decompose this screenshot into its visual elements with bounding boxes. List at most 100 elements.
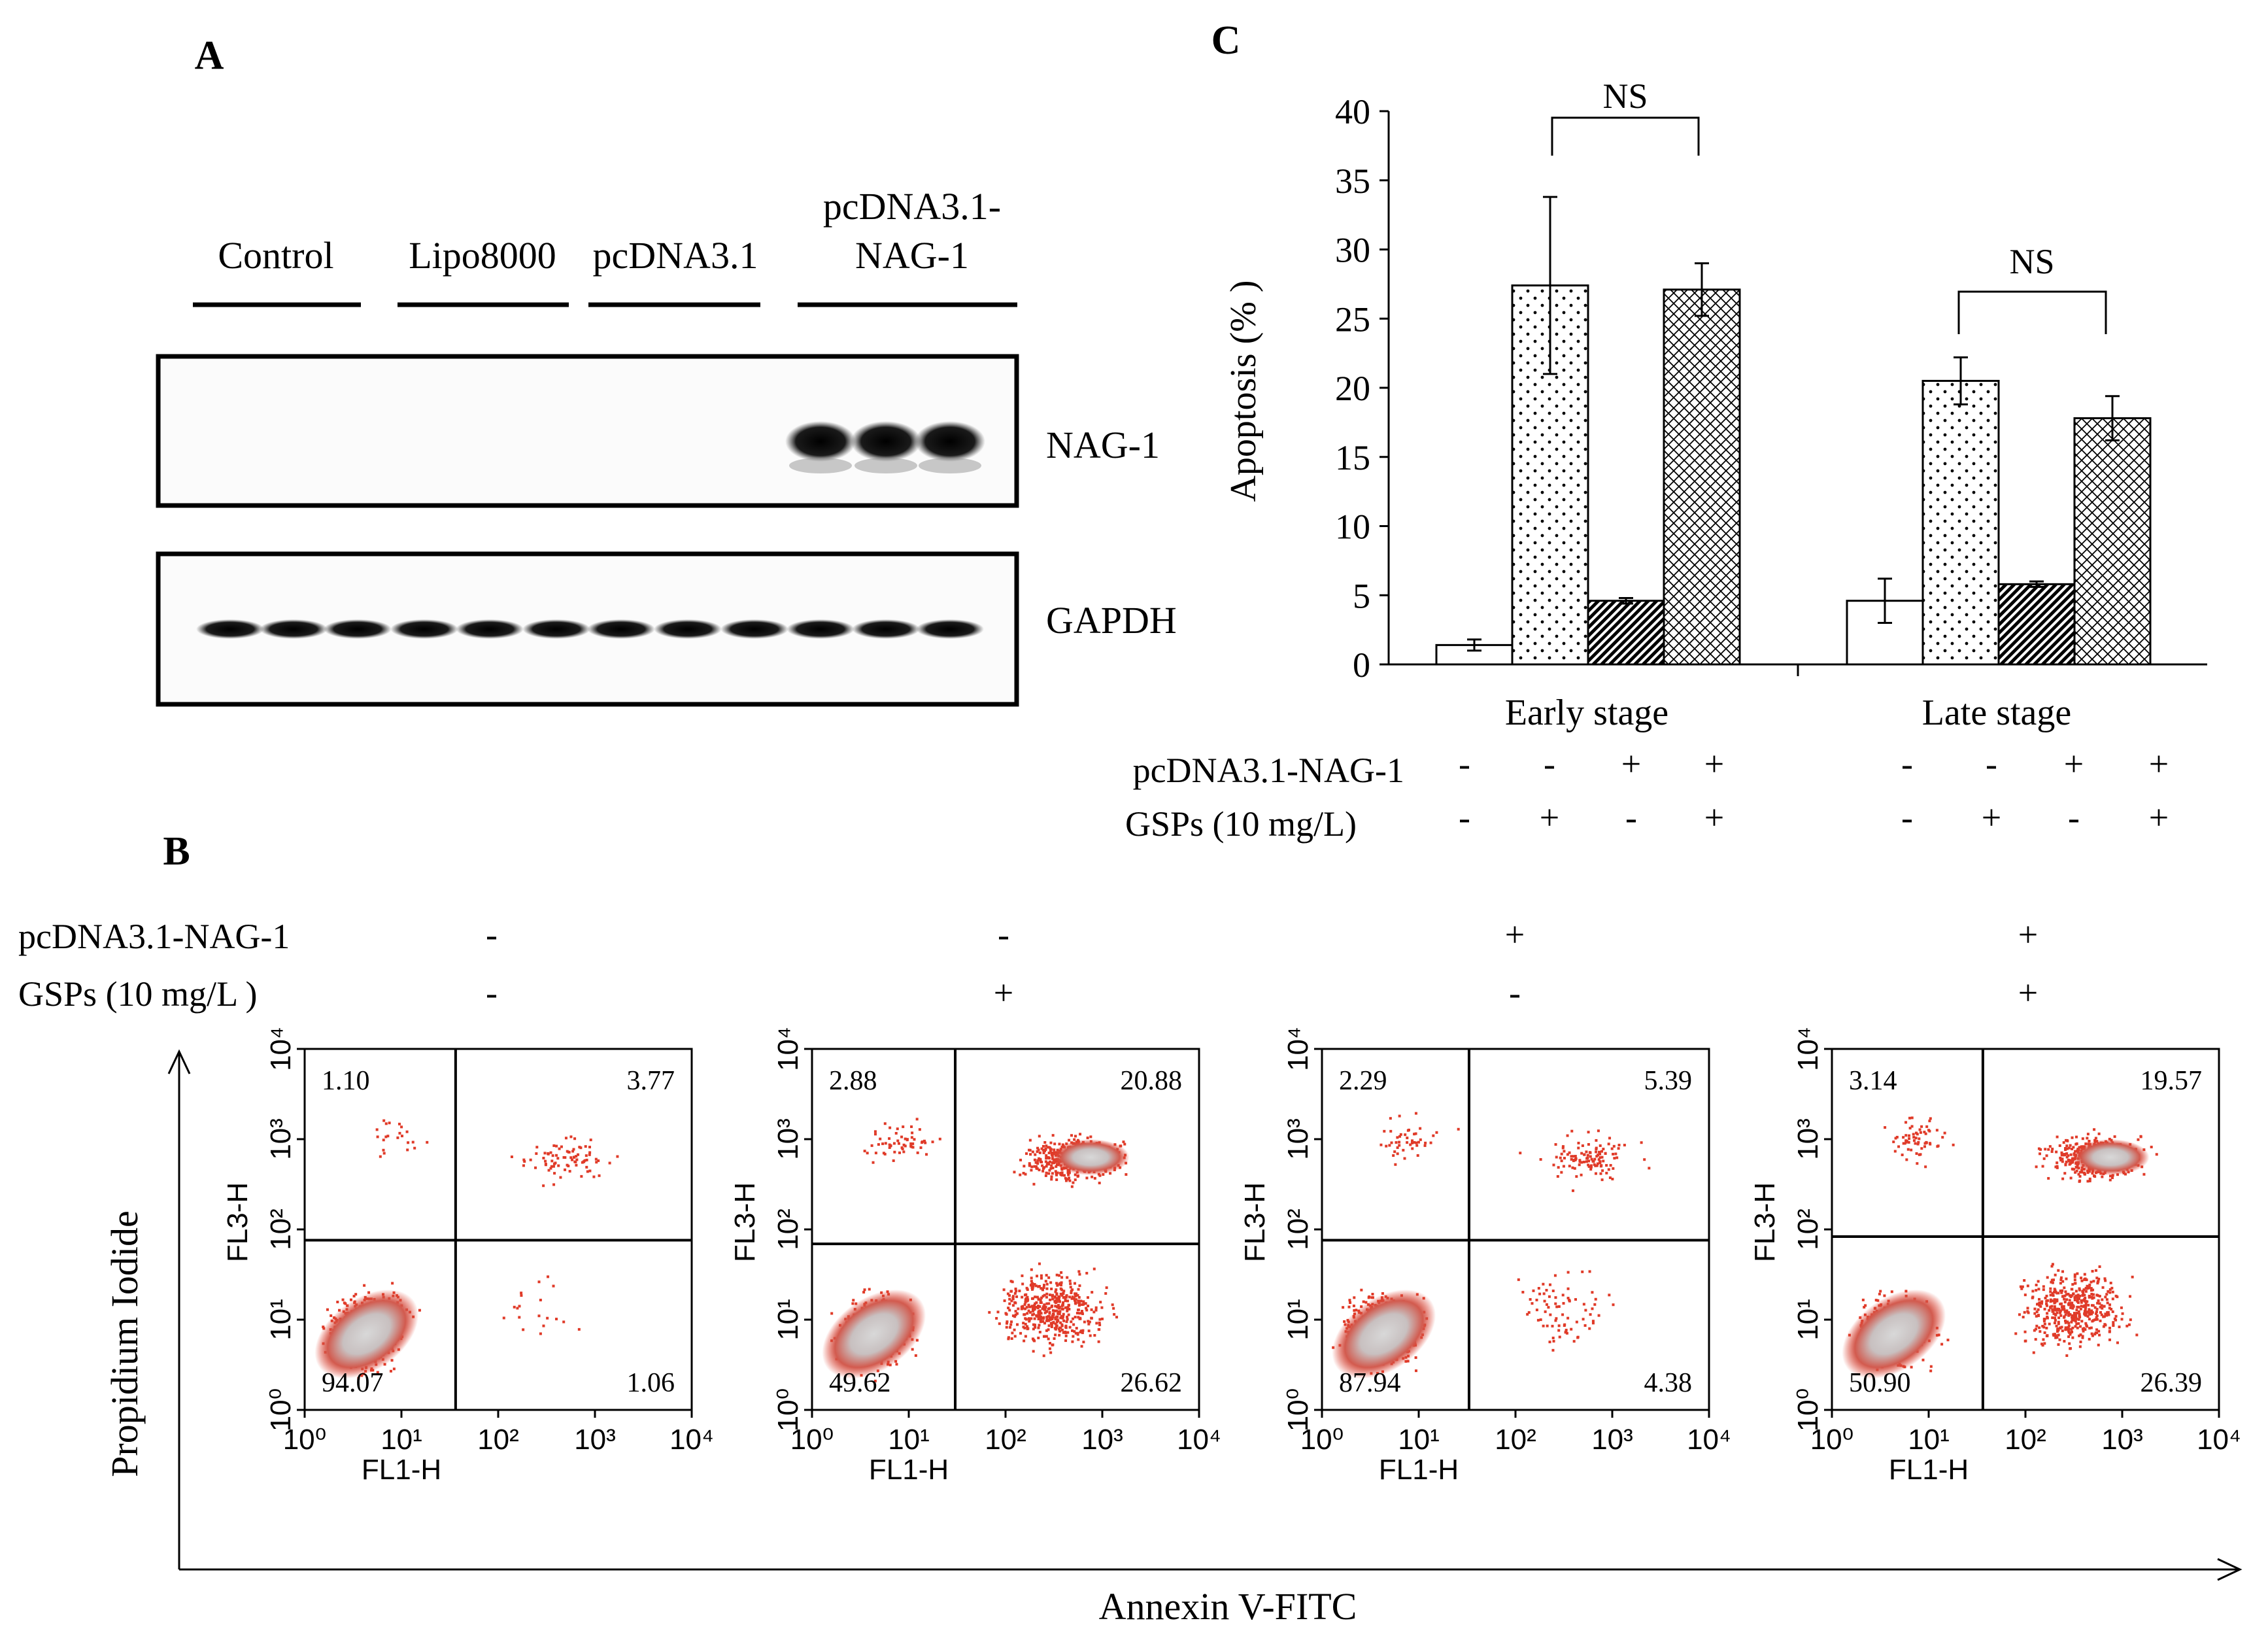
event-dot: [1089, 1135, 1092, 1139]
event-dot: [1348, 1299, 1351, 1302]
event-dot: [1008, 1297, 1011, 1301]
event-dot: [1398, 1135, 1402, 1138]
event-dot: [1404, 1133, 1407, 1137]
event-dot: [2083, 1293, 2086, 1297]
event-dot: [2033, 1312, 2037, 1315]
gapdh-band: [852, 619, 920, 639]
event-dot: [341, 1298, 345, 1301]
event-dot: [575, 1155, 578, 1158]
event-dot: [2065, 1309, 2069, 1312]
event-dot: [2065, 1152, 2069, 1156]
b-row-label-gsps: GSPs (10 mg/L ): [18, 974, 258, 1014]
event-dot: [2035, 1289, 2038, 1292]
event-dot: [2053, 1305, 2056, 1309]
event-dot: [2035, 1314, 2038, 1318]
event-dot: [1072, 1335, 1075, 1338]
event-dot: [2046, 1315, 2049, 1318]
event-dot: [2076, 1298, 2080, 1301]
event-dot: [1037, 1314, 1040, 1317]
event-dot: [571, 1150, 575, 1153]
event-dot: [2079, 1333, 2082, 1337]
event-dot: [1074, 1316, 1077, 1319]
event-dot: [357, 1377, 360, 1380]
event-dot: [1057, 1305, 1060, 1309]
event-dot: [1010, 1337, 1013, 1340]
event-dot: [1041, 1148, 1045, 1152]
event-dot: [1053, 1142, 1057, 1146]
event-dot: [1064, 1296, 1067, 1299]
event-dot: [2100, 1304, 2103, 1307]
event-dot: [2074, 1282, 2077, 1285]
event-dot: [1572, 1155, 1575, 1158]
event-dot: [1587, 1131, 1590, 1134]
event-dot: [1123, 1142, 1126, 1146]
event-dot: [1060, 1288, 1064, 1292]
event-dot: [1026, 1295, 1029, 1299]
event-dot: [1028, 1164, 1031, 1167]
event-dot: [2090, 1287, 2093, 1290]
event-dot: [1043, 1166, 1046, 1169]
ns-label-early: NS: [1602, 77, 1648, 116]
event-dot: [1060, 1168, 1064, 1171]
ns-bracket-late: NS: [1957, 242, 2107, 334]
event-dot: [382, 1148, 385, 1152]
event-dot: [2054, 1165, 2057, 1169]
y-tick-label: 10⁴: [772, 1027, 804, 1071]
event-dot: [1593, 1303, 1597, 1306]
event-dot: [1347, 1305, 1351, 1309]
event-dot: [1022, 1322, 1025, 1325]
event-dot: [2067, 1313, 2071, 1316]
event-dot: [1587, 1159, 1591, 1163]
event-dot: [2109, 1281, 2112, 1284]
y-tick-label: 10¹: [772, 1299, 804, 1341]
event-dot: [1597, 1129, 1600, 1133]
event-dot: [1049, 1298, 1052, 1301]
event-dot: [896, 1127, 899, 1131]
event-dot: [1074, 1173, 1077, 1176]
event-dot: [1038, 1157, 1041, 1160]
event-dot: [1597, 1314, 1600, 1317]
event-dot: [1037, 1298, 1040, 1301]
outer-y-axis-title: Propidium Iodide: [103, 1210, 146, 1477]
event-dot: [1009, 1290, 1013, 1293]
event-dot: [2026, 1307, 2029, 1310]
event-dot: [2091, 1311, 2094, 1314]
group-label-pcdna31-nag1: pcDNA3.1- NAG-1: [823, 185, 1001, 277]
event-dot: [911, 1142, 915, 1146]
event-dot: [1064, 1306, 1067, 1309]
event-dot: [892, 1159, 895, 1162]
event-dot: [1368, 1295, 1371, 1298]
event-dot: [1023, 1303, 1026, 1306]
event-dot: [1607, 1168, 1610, 1171]
event-dot: [1946, 1339, 1950, 1342]
event-dot: [2063, 1301, 2067, 1304]
event-dot: [2075, 1169, 2078, 1173]
event-dot: [2135, 1333, 2139, 1337]
event-dot: [2065, 1277, 2068, 1280]
chart-bars: [1435, 196, 2152, 666]
event-dot: [1027, 1303, 1030, 1307]
event-dot: [518, 1316, 521, 1319]
event-dot: [1527, 1311, 1531, 1314]
x-category-early: Early stage: [1505, 693, 1668, 733]
event-dot: [1083, 1320, 1086, 1324]
quadrant-value-ul: 2.29: [1339, 1066, 1387, 1096]
event-dot: [2101, 1298, 2104, 1301]
event-dot: [1578, 1160, 1582, 1163]
event-dot: [1064, 1339, 1068, 1343]
event-dot: [2056, 1166, 2059, 1169]
event-dot: [2084, 1296, 2087, 1299]
event-dot: [1050, 1152, 1053, 1155]
event-dot: [2095, 1316, 2098, 1319]
event-dot: [2071, 1318, 2074, 1322]
event-dot: [2050, 1280, 2053, 1284]
event-dot: [585, 1158, 588, 1161]
event-dot: [1092, 1310, 1096, 1314]
event-dot: [1394, 1163, 1397, 1166]
blot-gapdh-label: GAPDH: [1046, 599, 1177, 642]
event-dot: [1032, 1350, 1035, 1353]
event-dot: [2099, 1319, 2102, 1322]
event-dot: [1066, 1308, 1069, 1311]
event-dot: [2090, 1280, 2093, 1284]
event-dot: [1583, 1324, 1587, 1327]
